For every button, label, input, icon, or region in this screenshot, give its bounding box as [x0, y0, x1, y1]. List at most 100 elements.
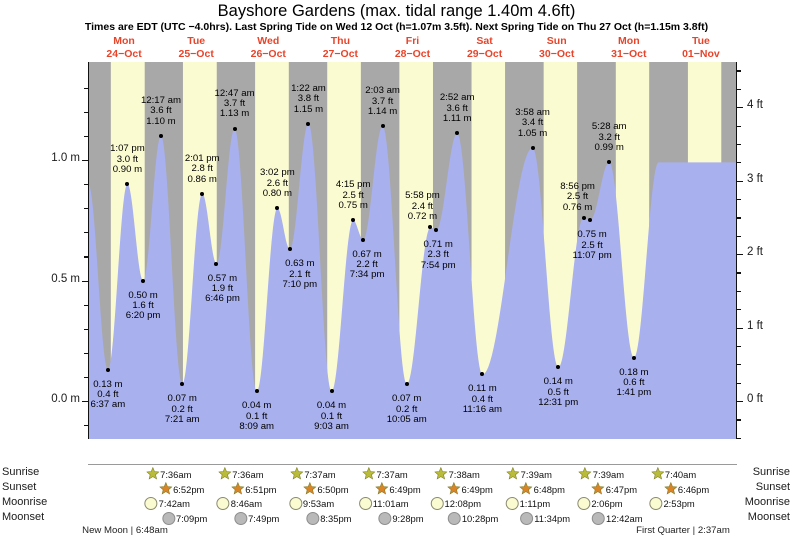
moonrise-icon — [649, 497, 663, 510]
tide-point-22 — [556, 365, 561, 370]
astro-cell-sunrise-6: 7:39am — [506, 466, 552, 482]
tide-label-25: 5:28 am 3.2 ft 0.99 m — [592, 121, 627, 153]
y-tick-mark-right-1 — [737, 180, 743, 182]
tide-label-m: 0.86 m — [187, 173, 217, 185]
astro-row-label-left-moonset: Moonset — [2, 511, 45, 523]
astro-cell-moonrise-3: 9:53am — [288, 497, 334, 510]
astro-time: 7:39am — [520, 469, 552, 480]
y-tick-minor-left-11 — [84, 135, 88, 138]
tide-label-ft: 2.5 ft — [566, 191, 589, 203]
tide-label-time: 8:56 pm — [560, 180, 595, 192]
tide-label-time: 1:41 pm — [616, 387, 652, 399]
astro-cell-moonrise-1: 7:42am — [144, 497, 190, 510]
day-header-3: Thu 27−Oct — [304, 35, 376, 61]
tide-label-time: 7:10 pm — [282, 278, 318, 290]
tide-point-17 — [428, 225, 433, 230]
tide-point-10 — [287, 247, 292, 252]
astro-cell-moonset-1: 7:09pm — [161, 512, 208, 525]
astro-time: 7:49pm — [248, 513, 280, 524]
day-date: 28−Oct — [394, 47, 431, 60]
tide-label-4: 0.07 m 0.2 ft 7:21 am — [164, 393, 200, 425]
tide-label-1: 0.13 m 0.4 ft 6:37 am — [90, 379, 126, 411]
tide-label-7: 12:47 am 3.7 ft 1.13 m — [215, 88, 255, 120]
tide-label-10: 0.63 m 2.1 ft 7:10 pm — [282, 258, 318, 290]
y-tick-minor-left-13 — [84, 87, 88, 89]
astro-cell-moonset-4: 9:28pm — [378, 512, 424, 525]
tide-label-m: 1.11 m — [442, 113, 472, 125]
moonrise-icon — [430, 497, 444, 510]
tide-point-21 — [530, 145, 535, 150]
tide-label-ft: 0.5 ft — [547, 386, 569, 398]
day-date: 24−Oct — [106, 47, 142, 60]
tide-point-0 — [158, 133, 163, 138]
tide-label-time: 11:07 pm — [572, 250, 612, 262]
tide-label-9: 3:02 pm 2.6 ft 0.80 m — [260, 167, 295, 199]
day-date: 01−Nov — [682, 47, 720, 60]
y-tick-label-left-2: 0.0 m — [51, 393, 80, 405]
astro-time: 7:42am — [158, 498, 190, 509]
tide-label-17: 5:58 pm 2.4 ft 0.72 m — [405, 191, 440, 223]
astro-cell-sunset-8: 6:46pm — [663, 481, 709, 497]
day-name: Thu — [330, 35, 350, 47]
tide-label-m: 1.15 m — [293, 103, 324, 115]
tide-label-18: 0.71 m 2.3 ft 7:54 pm — [421, 239, 456, 271]
tide-label-m: 0.72 m — [407, 211, 438, 223]
astro-time: 7:36am — [160, 469, 192, 480]
astro-row-label-right-moonset: Moonset — [747, 511, 790, 523]
astro-cell-sunset-1: 6:52pm — [158, 481, 205, 497]
tide-point-25 — [607, 160, 612, 165]
astro-row-label-right-sunrise: Sunrise — [752, 466, 790, 478]
tide-label-time: 7:21 am — [164, 413, 200, 425]
tide-label-time: 12:31 pm — [538, 397, 579, 409]
tide-label-26: 0.18 m 0.6 ft 1:41 pm — [616, 367, 652, 399]
day-name: Mon — [113, 35, 135, 47]
day-header-5: Sat 29−Oct — [449, 35, 521, 61]
y-tick-minor-right-9 — [737, 235, 741, 237]
astro-cell-sunset-5: 6:49pm — [447, 481, 493, 497]
tide-label-time: 1:22 am — [291, 82, 326, 94]
y-tick-minor-left--1 — [84, 425, 88, 427]
tide-label-15: 2:03 am 3.7 ft 1.14 m — [365, 85, 400, 117]
tide-label-23: 8:56 pm 2.5 ft 0.76 m — [560, 180, 595, 213]
tide-label-ft: 2.3 ft — [427, 249, 449, 261]
tide-label-m: 0.75 m — [577, 229, 607, 241]
astro-row-label-right-moonrise: Moonrise — [744, 496, 790, 508]
sunrise-star-icon — [650, 466, 665, 482]
day-header-7: Mon 31−Oct — [593, 35, 665, 61]
moonset-icon — [378, 512, 392, 525]
astro-time: 7:36am — [232, 469, 264, 480]
tide-label-time: 1:07 pm — [110, 143, 145, 155]
astro-cell-moonset-7: 12:42am — [592, 512, 643, 525]
astro-row-label-left-sunset: Sunset — [2, 481, 37, 493]
tide-point-23 — [581, 215, 586, 220]
y-tick-label-right-3: 1 ft — [747, 319, 763, 332]
tide-point-15 — [380, 124, 385, 129]
tide-plot — [88, 62, 737, 439]
astro-time: 7:09pm — [175, 513, 208, 524]
astro-cell-moonset-5: 10:28pm — [447, 512, 498, 525]
astro-time: 6:52pm — [173, 484, 205, 495]
astro-cell-moonrise-2: 8:46am — [216, 497, 263, 510]
tide-label-time: 6:20 pm — [125, 310, 161, 322]
astro-cell-moonset-6: 11:34pm — [520, 512, 570, 525]
tide-label-m: 0.57 m — [207, 272, 238, 284]
sunset-star-icon — [519, 481, 533, 497]
tide-label-ft: 2.8 ft — [191, 163, 213, 175]
tide-label-ft: 3.7 ft — [223, 98, 246, 110]
tide-label-ft: 3.8 ft — [297, 93, 320, 105]
tide-point-2 — [125, 182, 130, 187]
tide-point-9 — [275, 206, 280, 211]
y-tick-mark-left-2 — [82, 401, 88, 403]
day-name: Mon — [618, 35, 640, 47]
tide-point-26 — [631, 355, 636, 360]
astro-time: 12:42am — [606, 513, 643, 524]
astro-cell-sunrise-2: 7:36am — [218, 466, 264, 482]
moonset-icon — [306, 512, 320, 525]
astro-time: 8:46am — [230, 498, 263, 509]
tide-label-m: 0.76 m — [562, 201, 593, 213]
tide-label-ft: 2.6 ft — [266, 177, 289, 189]
moonrise-icon — [288, 497, 302, 510]
y-tick-minor-right-6 — [737, 290, 741, 292]
tide-label-time: 6:37 am — [90, 399, 126, 411]
astro-cell-sunset-3: 6:50pm — [303, 481, 349, 497]
